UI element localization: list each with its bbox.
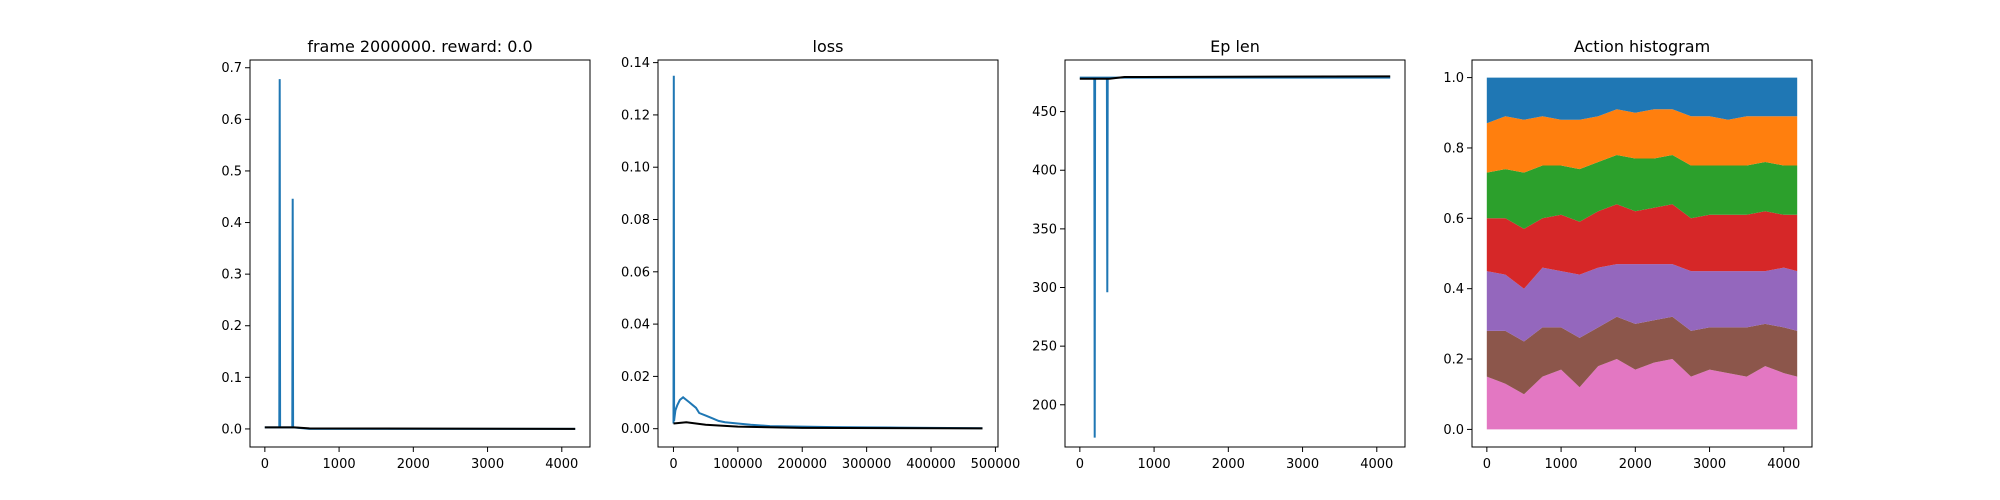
x-tick-label: 400000 <box>906 457 956 472</box>
chart-title: Ep len <box>1210 37 1260 56</box>
chart-title: frame 2000000. reward: 0.0 <box>307 37 532 56</box>
chart-panel-1: 0 1000 2000 3000 4000 0.0 0.1 0.2 0.3 0.4 0.5 0.6 0.… <box>221 37 591 472</box>
axes-frame <box>1064 59 1406 448</box>
y-tick-label: 0.12 <box>621 108 650 123</box>
area-series-2 <box>1486 316 1798 395</box>
y-tick-label: 0.06 <box>621 265 650 280</box>
y-tick-label: 0.4 <box>1443 282 1464 297</box>
y-tick-label: 0.5 <box>221 164 242 179</box>
area-series-4 <box>1486 204 1798 289</box>
x-tick-label: 2000 <box>1619 457 1652 472</box>
y-tick-label: 1.0 <box>1443 71 1464 86</box>
y-tick-label: 0.10 <box>621 161 650 176</box>
x-tick-label: 2000 <box>397 457 430 472</box>
x-tick-label: 1000 <box>1545 457 1578 472</box>
chart-title: loss <box>813 37 844 56</box>
y-tick-label: 300 <box>1032 281 1057 296</box>
y-tick-label: 0.4 <box>221 216 242 231</box>
y-tick-label: 450 <box>1032 105 1057 120</box>
area-series-3 <box>1486 264 1798 342</box>
area-series-6 <box>1486 109 1798 173</box>
plot-area <box>264 79 576 430</box>
y-tick-label: 400 <box>1032 164 1057 179</box>
y-tick-label: 0.6 <box>221 113 242 128</box>
y-tick-label: 0.6 <box>1443 212 1464 227</box>
y-tick-label: 0.00 <box>621 422 650 437</box>
plot-area <box>1486 77 1798 430</box>
x-tick-label: 0 <box>1076 457 1084 472</box>
y-tick-label: 200 <box>1032 398 1057 413</box>
line-series-2 <box>1079 75 1391 80</box>
y-tick-label: 0.2 <box>221 319 242 334</box>
y-tick-label: 0.3 <box>221 268 242 283</box>
y-tick-label: 0.04 <box>621 318 650 333</box>
chart-title: Action histogram <box>1574 37 1710 56</box>
area-series-7 <box>1486 77 1798 124</box>
x-tick-label: 0 <box>1483 457 1491 472</box>
chart-panel-4: 0 1000 2000 3000 4000 0.0 0.2 0.4 0.6 0.8 1.0 Actio… <box>1443 37 1813 472</box>
x-tick-label: 2000 <box>1212 457 1245 472</box>
area-series-1 <box>1486 359 1798 430</box>
chart-panel-3: 0 1000 2000 3000 4000 200 250 300 350 400 450 Ep le… <box>1032 37 1406 472</box>
y-tick-label: 0.0 <box>1443 423 1464 438</box>
line-series-2 <box>673 421 983 430</box>
x-tick-label: 300000 <box>842 457 892 472</box>
plot-area <box>1079 75 1391 438</box>
x-tick-label: 4000 <box>1360 457 1393 472</box>
plot-area <box>672 75 983 430</box>
chart-panel-2: 0 100000 200000 300000 400000 500000 0.00 0.02 0… <box>621 37 1020 472</box>
x-tick-label: 3000 <box>1693 457 1726 472</box>
y-tick-label: 0.7 <box>221 61 242 76</box>
y-tick-label: 0.08 <box>621 213 650 228</box>
x-tick-label: 0 <box>669 457 677 472</box>
x-tick-label: 0 <box>261 457 269 472</box>
x-tick-label: 3000 <box>471 457 504 472</box>
x-tick-label: 500000 <box>971 457 1021 472</box>
y-tick-label: 350 <box>1032 222 1057 237</box>
x-tick-label: 4000 <box>545 457 578 472</box>
x-tick-label: 1000 <box>1138 457 1171 472</box>
axes-frame <box>1471 59 1813 448</box>
y-tick-label: 0.2 <box>1443 353 1464 368</box>
x-tick-label: 200000 <box>777 457 827 472</box>
y-tick-label: 0.0 <box>221 422 242 437</box>
y-tick-label: 0.14 <box>621 56 650 71</box>
y-tick-label: 0.1 <box>221 371 242 386</box>
x-tick-label: 4000 <box>1767 457 1800 472</box>
y-tick-label: 250 <box>1032 340 1057 355</box>
x-tick-label: 1000 <box>323 457 356 472</box>
axes-frame <box>249 59 591 448</box>
line-series-2 <box>264 426 576 430</box>
x-tick-label: 3000 <box>1286 457 1319 472</box>
x-tick-label: 100000 <box>713 457 763 472</box>
axes-frame <box>657 59 999 448</box>
y-tick-label: 0.02 <box>621 370 650 385</box>
y-tick-label: 0.8 <box>1443 141 1464 156</box>
area-series-5 <box>1486 155 1798 229</box>
line-series-1 <box>1079 76 1391 438</box>
